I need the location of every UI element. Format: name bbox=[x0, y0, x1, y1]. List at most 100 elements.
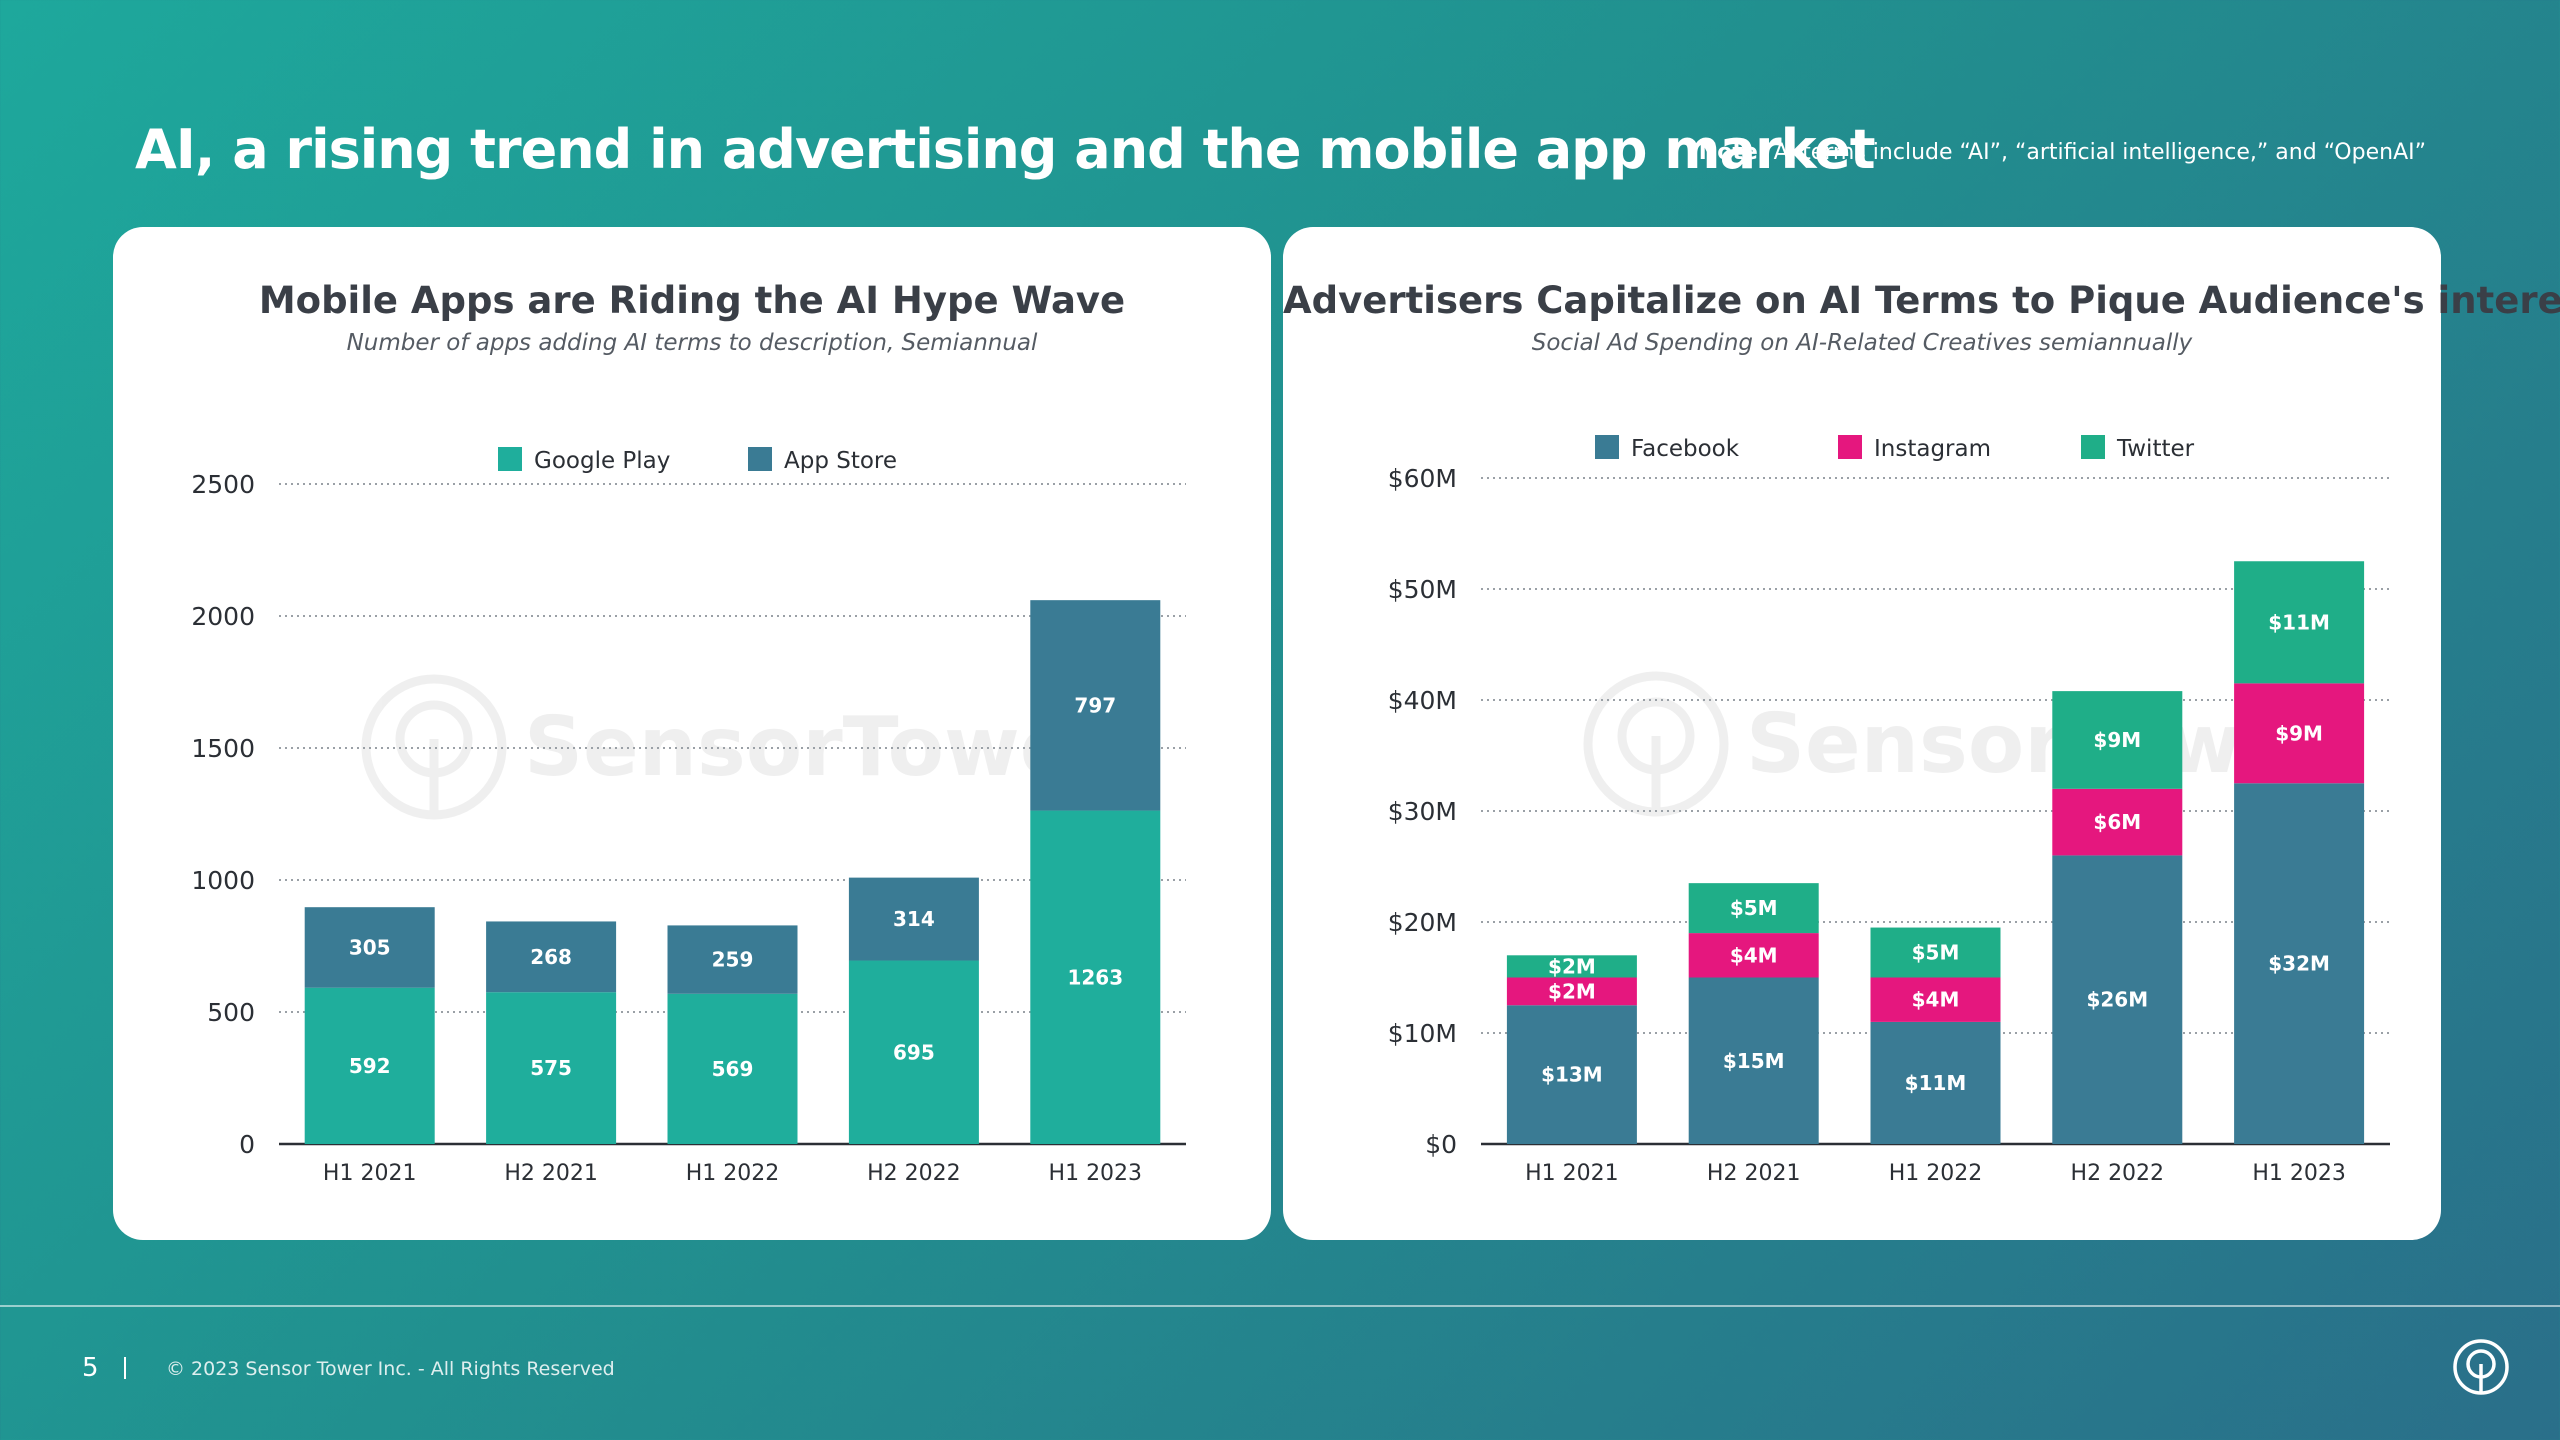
footer-divider bbox=[0, 1305, 2560, 1307]
page-title: AI, a rising trend in advertising and th… bbox=[135, 118, 1876, 181]
data-label: 797 bbox=[1074, 693, 1116, 717]
x-tick-label: H1 2023 bbox=[1049, 1161, 1143, 1186]
bar-app-store-h2-2021 bbox=[486, 921, 617, 993]
data-label: $15M bbox=[1723, 1049, 1785, 1073]
data-label: $26M bbox=[2086, 988, 2148, 1012]
panel-apps-chart: Mobile Apps are Riding the AI Hype Wave … bbox=[113, 227, 1271, 1240]
data-label: 569 bbox=[712, 1057, 754, 1081]
y-tick-label: 0 bbox=[239, 1130, 255, 1159]
bar-facebook-h1-2022 bbox=[1870, 1021, 2001, 1144]
watermark-logo-inner bbox=[1617, 697, 1695, 775]
chart-title: Advertisers Capitalize on AI Terms to Pi… bbox=[1283, 279, 2560, 322]
bar-app-store-h1-2021 bbox=[304, 907, 435, 988]
bar-twitter-h1-2021 bbox=[1506, 955, 1637, 978]
y-tick-label: $0 bbox=[1425, 1130, 1457, 1159]
data-label: 259 bbox=[712, 948, 754, 972]
bar-google-play-h2-2022 bbox=[848, 960, 979, 1144]
legend-label-app-store: App Store bbox=[784, 448, 897, 474]
y-tick-label: 1500 bbox=[191, 734, 255, 763]
data-label: $4M bbox=[1730, 943, 1778, 967]
y-tick-label: $60M bbox=[1388, 464, 1457, 493]
bar-facebook-h1-2021 bbox=[1506, 1005, 1637, 1144]
data-label: $9M bbox=[2275, 721, 2323, 745]
x-tick-label: H2 2021 bbox=[504, 1161, 598, 1186]
page-number: 5 bbox=[82, 1353, 99, 1383]
bar-app-store-h2-2022 bbox=[848, 877, 979, 961]
bar-facebook-h1-2023 bbox=[2234, 783, 2365, 1144]
data-label: 305 bbox=[349, 935, 391, 959]
chart-title: Mobile Apps are Riding the AI Hype Wave bbox=[258, 279, 1126, 322]
legend-swatch-app-store bbox=[748, 447, 772, 471]
note-text: AI terms include “AI”, “artificial intel… bbox=[1773, 140, 2426, 165]
data-label: $5M bbox=[1912, 941, 1960, 965]
legend-label-instagram: Instagram bbox=[1874, 436, 1991, 462]
bar-facebook-h2-2022 bbox=[2052, 855, 2183, 1144]
bar-google-play-h1-2023 bbox=[1030, 810, 1161, 1144]
x-tick-label: H1 2021 bbox=[323, 1161, 417, 1186]
data-label: $32M bbox=[2268, 952, 2330, 976]
bar-instagram-h2-2021 bbox=[1688, 933, 1819, 978]
bar-twitter-h1-2022 bbox=[1870, 927, 2001, 978]
note: Note: AI terms include “AI”, “artificial… bbox=[1699, 140, 2426, 165]
sensor-tower-logo-icon bbox=[2453, 1339, 2509, 1395]
x-tick-label: H1 2023 bbox=[2252, 1161, 2346, 1186]
data-label: $2M bbox=[1548, 954, 1596, 978]
legend-swatch-instagram bbox=[1838, 435, 1862, 459]
footer-separator bbox=[124, 1357, 126, 1379]
legend-label-facebook: Facebook bbox=[1631, 436, 1740, 462]
data-label: 314 bbox=[893, 907, 935, 931]
x-tick-label: H1 2022 bbox=[686, 1161, 780, 1186]
watermark-logo-inner bbox=[395, 700, 473, 778]
bar-app-store-h1-2022 bbox=[667, 925, 798, 994]
legend-swatch-google-play bbox=[498, 447, 522, 471]
y-tick-label: 2000 bbox=[191, 602, 255, 631]
data-label: $11M bbox=[2268, 610, 2330, 634]
legend-swatch-facebook bbox=[1595, 435, 1619, 459]
data-label: 1263 bbox=[1067, 965, 1123, 989]
data-label: 268 bbox=[530, 945, 572, 969]
data-label: $4M bbox=[1912, 988, 1960, 1012]
y-tick-label: $50M bbox=[1388, 575, 1457, 604]
data-label: $9M bbox=[2093, 728, 2141, 752]
data-label: 575 bbox=[530, 1056, 572, 1080]
chart-subtitle: Social Ad Spending on AI-Related Creativ… bbox=[1531, 330, 2193, 356]
y-tick-label: $40M bbox=[1388, 686, 1457, 715]
bar-twitter-h1-2023 bbox=[2234, 561, 2365, 684]
chart-subtitle: Number of apps adding AI terms to descri… bbox=[346, 330, 1038, 356]
bar-twitter-h2-2021 bbox=[1688, 883, 1819, 934]
ads-chart-svg: SensorTower $0 $10M $20M $30M $40M $50M $60M Fac… bbox=[1388, 435, 2390, 1186]
bar-instagram-h1-2023 bbox=[2234, 683, 2365, 784]
data-label: 695 bbox=[893, 1040, 935, 1064]
bar-google-play-h1-2021 bbox=[304, 987, 435, 1144]
x-tick-label: H2 2022 bbox=[867, 1161, 961, 1186]
y-tick-label: $30M bbox=[1388, 797, 1457, 826]
bar-google-play-h2-2021 bbox=[486, 992, 617, 1144]
bar-google-play-h1-2022 bbox=[667, 993, 798, 1144]
y-tick-label: 500 bbox=[207, 998, 255, 1027]
data-label: $2M bbox=[1548, 979, 1596, 1003]
data-label: $5M bbox=[1730, 896, 1778, 920]
legend-label-google-play: Google Play bbox=[534, 448, 670, 474]
x-tick-label: H2 2021 bbox=[1707, 1161, 1801, 1186]
watermark: SensorTower bbox=[1583, 671, 2338, 817]
bar-app-store-h1-2023 bbox=[1030, 600, 1161, 811]
x-tick-label: H1 2022 bbox=[1889, 1161, 1983, 1186]
y-tick-label: 1000 bbox=[191, 866, 255, 895]
panel-ads-chart: Advertisers Capitalize on AI Terms to Pi… bbox=[1283, 227, 2560, 1240]
data-label: 592 bbox=[349, 1054, 391, 1078]
y-tick-label: 2500 bbox=[191, 470, 255, 499]
bar-instagram-h1-2022 bbox=[1870, 977, 2001, 1022]
y-tick-label: $10M bbox=[1388, 1019, 1457, 1048]
data-label: $6M bbox=[2093, 810, 2141, 834]
x-tick-label: H2 2022 bbox=[2071, 1161, 2165, 1186]
y-tick-label: $20M bbox=[1388, 908, 1457, 937]
bar-instagram-h1-2021 bbox=[1506, 977, 1637, 1006]
bar-facebook-h2-2021 bbox=[1688, 977, 1819, 1144]
x-tick-label: H1 2021 bbox=[1525, 1161, 1619, 1186]
bar-instagram-h2-2022 bbox=[2052, 788, 2183, 856]
note-label: Note: bbox=[1698, 140, 1767, 165]
copyright: © 2023 Sensor Tower Inc. - All Rights Re… bbox=[166, 1358, 615, 1380]
bar-twitter-h2-2022 bbox=[2052, 691, 2183, 789]
data-label: $13M bbox=[1541, 1063, 1603, 1087]
